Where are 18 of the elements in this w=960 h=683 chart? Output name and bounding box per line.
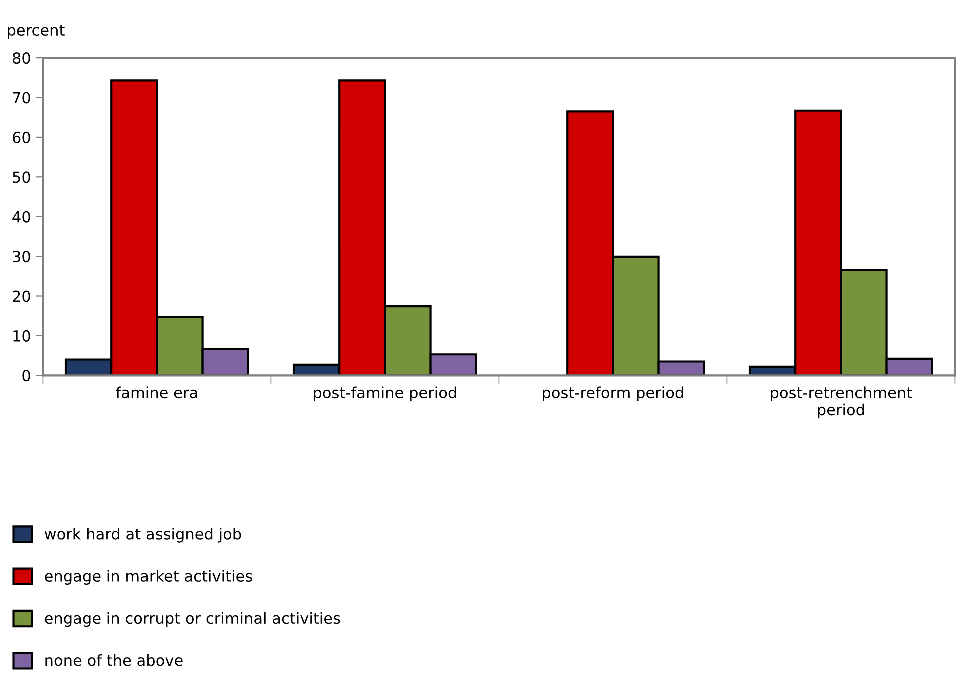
y-tick-label: 80 <box>12 52 30 64</box>
y-tick-label: 20 <box>13 290 30 302</box>
y-axis-title: percent <box>8 25 65 39</box>
x-tick-label: post-famine period <box>314 386 456 402</box>
y-tick-label: 40 <box>12 211 30 223</box>
y-tick-label: 0 <box>22 370 30 382</box>
x-tick-label: post-retrenchment period <box>771 386 912 419</box>
x-tick-label: post-reform period <box>543 386 684 402</box>
legend-label: engage in corrupt or criminal activities <box>45 612 340 628</box>
x-tick-label: famine era <box>116 386 198 399</box>
y-tick-label: 10 <box>14 330 30 342</box>
y-tick-label: 70 <box>13 92 30 104</box>
legend-label: none of the above <box>46 654 183 666</box>
legend-label: engage in market activities <box>45 570 252 585</box>
y-tick-label: 60 <box>13 132 30 144</box>
y-tick-label: 50 <box>13 172 30 184</box>
legend-label: work hard at assigned job <box>44 528 242 543</box>
y-tick-label: 30 <box>13 251 30 263</box>
